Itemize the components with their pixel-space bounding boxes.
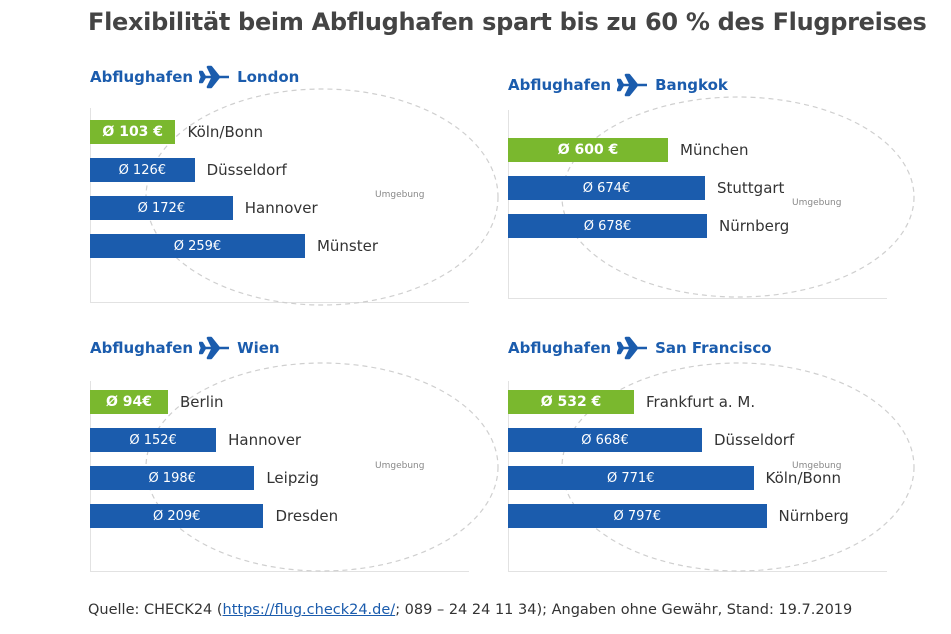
- bar-category-label: Dresden: [275, 507, 339, 525]
- origin-label: Abflughafen: [508, 76, 612, 94]
- airplane-icon: [617, 73, 648, 97]
- bar: Ø 198€: [90, 466, 255, 490]
- airplane-icon: [199, 336, 230, 360]
- bar: Ø 674€: [508, 176, 705, 200]
- bar: Ø 771€: [508, 466, 754, 490]
- bar-cheapest: Ø 94€: [90, 390, 169, 414]
- bar: Ø 172€: [90, 196, 233, 220]
- destination-label: San Francisco: [655, 339, 772, 357]
- surroundings-ellipse: [561, 362, 915, 572]
- origin-label: Abflughafen: [90, 68, 194, 86]
- surroundings-label: Umgebung: [375, 461, 425, 471]
- surroundings-ellipse: [145, 362, 499, 572]
- destination-label: London: [237, 68, 300, 86]
- bar: Ø 126€: [90, 158, 195, 182]
- surroundings-label: Umgebung: [375, 190, 425, 200]
- bar-cheapest: Ø 532 €: [508, 390, 634, 414]
- panel-heading: Abflughafen Wien: [90, 335, 280, 361]
- source-note: Quelle: CHECK24 (https://flug.check24.de…: [88, 602, 852, 618]
- chart-panel-bangkok: Abflughafen Bangkok Umgebung Ø 600 € München…: [508, 72, 915, 322]
- airplane-icon: [199, 65, 230, 89]
- bar: Ø 152€: [90, 428, 217, 452]
- panel-heading: Abflughafen Bangkok: [508, 72, 728, 98]
- bar-category-label: Leipzig: [266, 469, 319, 487]
- bar-category-label: München: [680, 141, 749, 159]
- bar-cheapest: Ø 103 €: [90, 120, 176, 144]
- bar-category-label: Köln/Bonn: [765, 469, 841, 487]
- bar: Ø 668€: [508, 428, 702, 452]
- source-link[interactable]: https://flug.check24.de/: [222, 602, 396, 618]
- bar: Ø 678€: [508, 214, 707, 238]
- surroundings-label: Umgebung: [792, 461, 842, 471]
- bar-category-label: Köln/Bonn: [187, 123, 263, 141]
- bar-category-label: Düsseldorf: [206, 161, 287, 179]
- origin-label: Abflughafen: [508, 339, 612, 357]
- bar-category-label: Düsseldorf: [714, 431, 795, 449]
- bar-category-label: Münster: [316, 237, 379, 255]
- chart-panel-san-francisco: Abflughafen San Francisco Umgebung Ø 532 € F…: [508, 335, 915, 585]
- origin-label: Abflughafen: [90, 339, 194, 357]
- panel-frame: [508, 110, 887, 299]
- bar-category-label: Hannover: [244, 199, 318, 217]
- airplane-icon: [617, 336, 648, 360]
- source-prefix: Quelle: CHECK24 (: [88, 602, 223, 618]
- bar-category-label: Nürnberg: [778, 507, 849, 525]
- bar-category-label: Nürnberg: [719, 217, 790, 235]
- bar: Ø 209€: [90, 504, 264, 528]
- source-suffix: ; 089 – 24 24 11 34); Angaben ohne Gewäh…: [395, 602, 853, 618]
- bar: Ø 259€: [90, 234, 305, 258]
- panel-heading: Abflughafen London: [90, 64, 299, 90]
- destination-label: Wien: [237, 339, 280, 357]
- surroundings-ellipse: [145, 88, 499, 306]
- chart-panel-london: Abflughafen London Umgebung Ø 103 € Köln/Bon…: [90, 64, 499, 314]
- bar-category-label: Hannover: [228, 431, 302, 449]
- bar-category-label: Stuttgart: [717, 179, 785, 197]
- page-title: Flexibilität beim Abflughafen spart bis …: [88, 8, 927, 36]
- bar-category-label: Berlin: [180, 393, 224, 411]
- bar-category-label: Frankfurt a. M.: [646, 393, 756, 411]
- panel-heading: Abflughafen San Francisco: [508, 335, 772, 361]
- destination-label: Bangkok: [655, 76, 728, 94]
- chart-panel-wien: Abflughafen Wien Umgebung Ø 94€ Berlin Ø 152€…: [90, 335, 499, 585]
- bar: Ø 797€: [508, 504, 767, 528]
- surroundings-label: Umgebung: [792, 198, 842, 208]
- bar-cheapest: Ø 600 €: [508, 138, 668, 162]
